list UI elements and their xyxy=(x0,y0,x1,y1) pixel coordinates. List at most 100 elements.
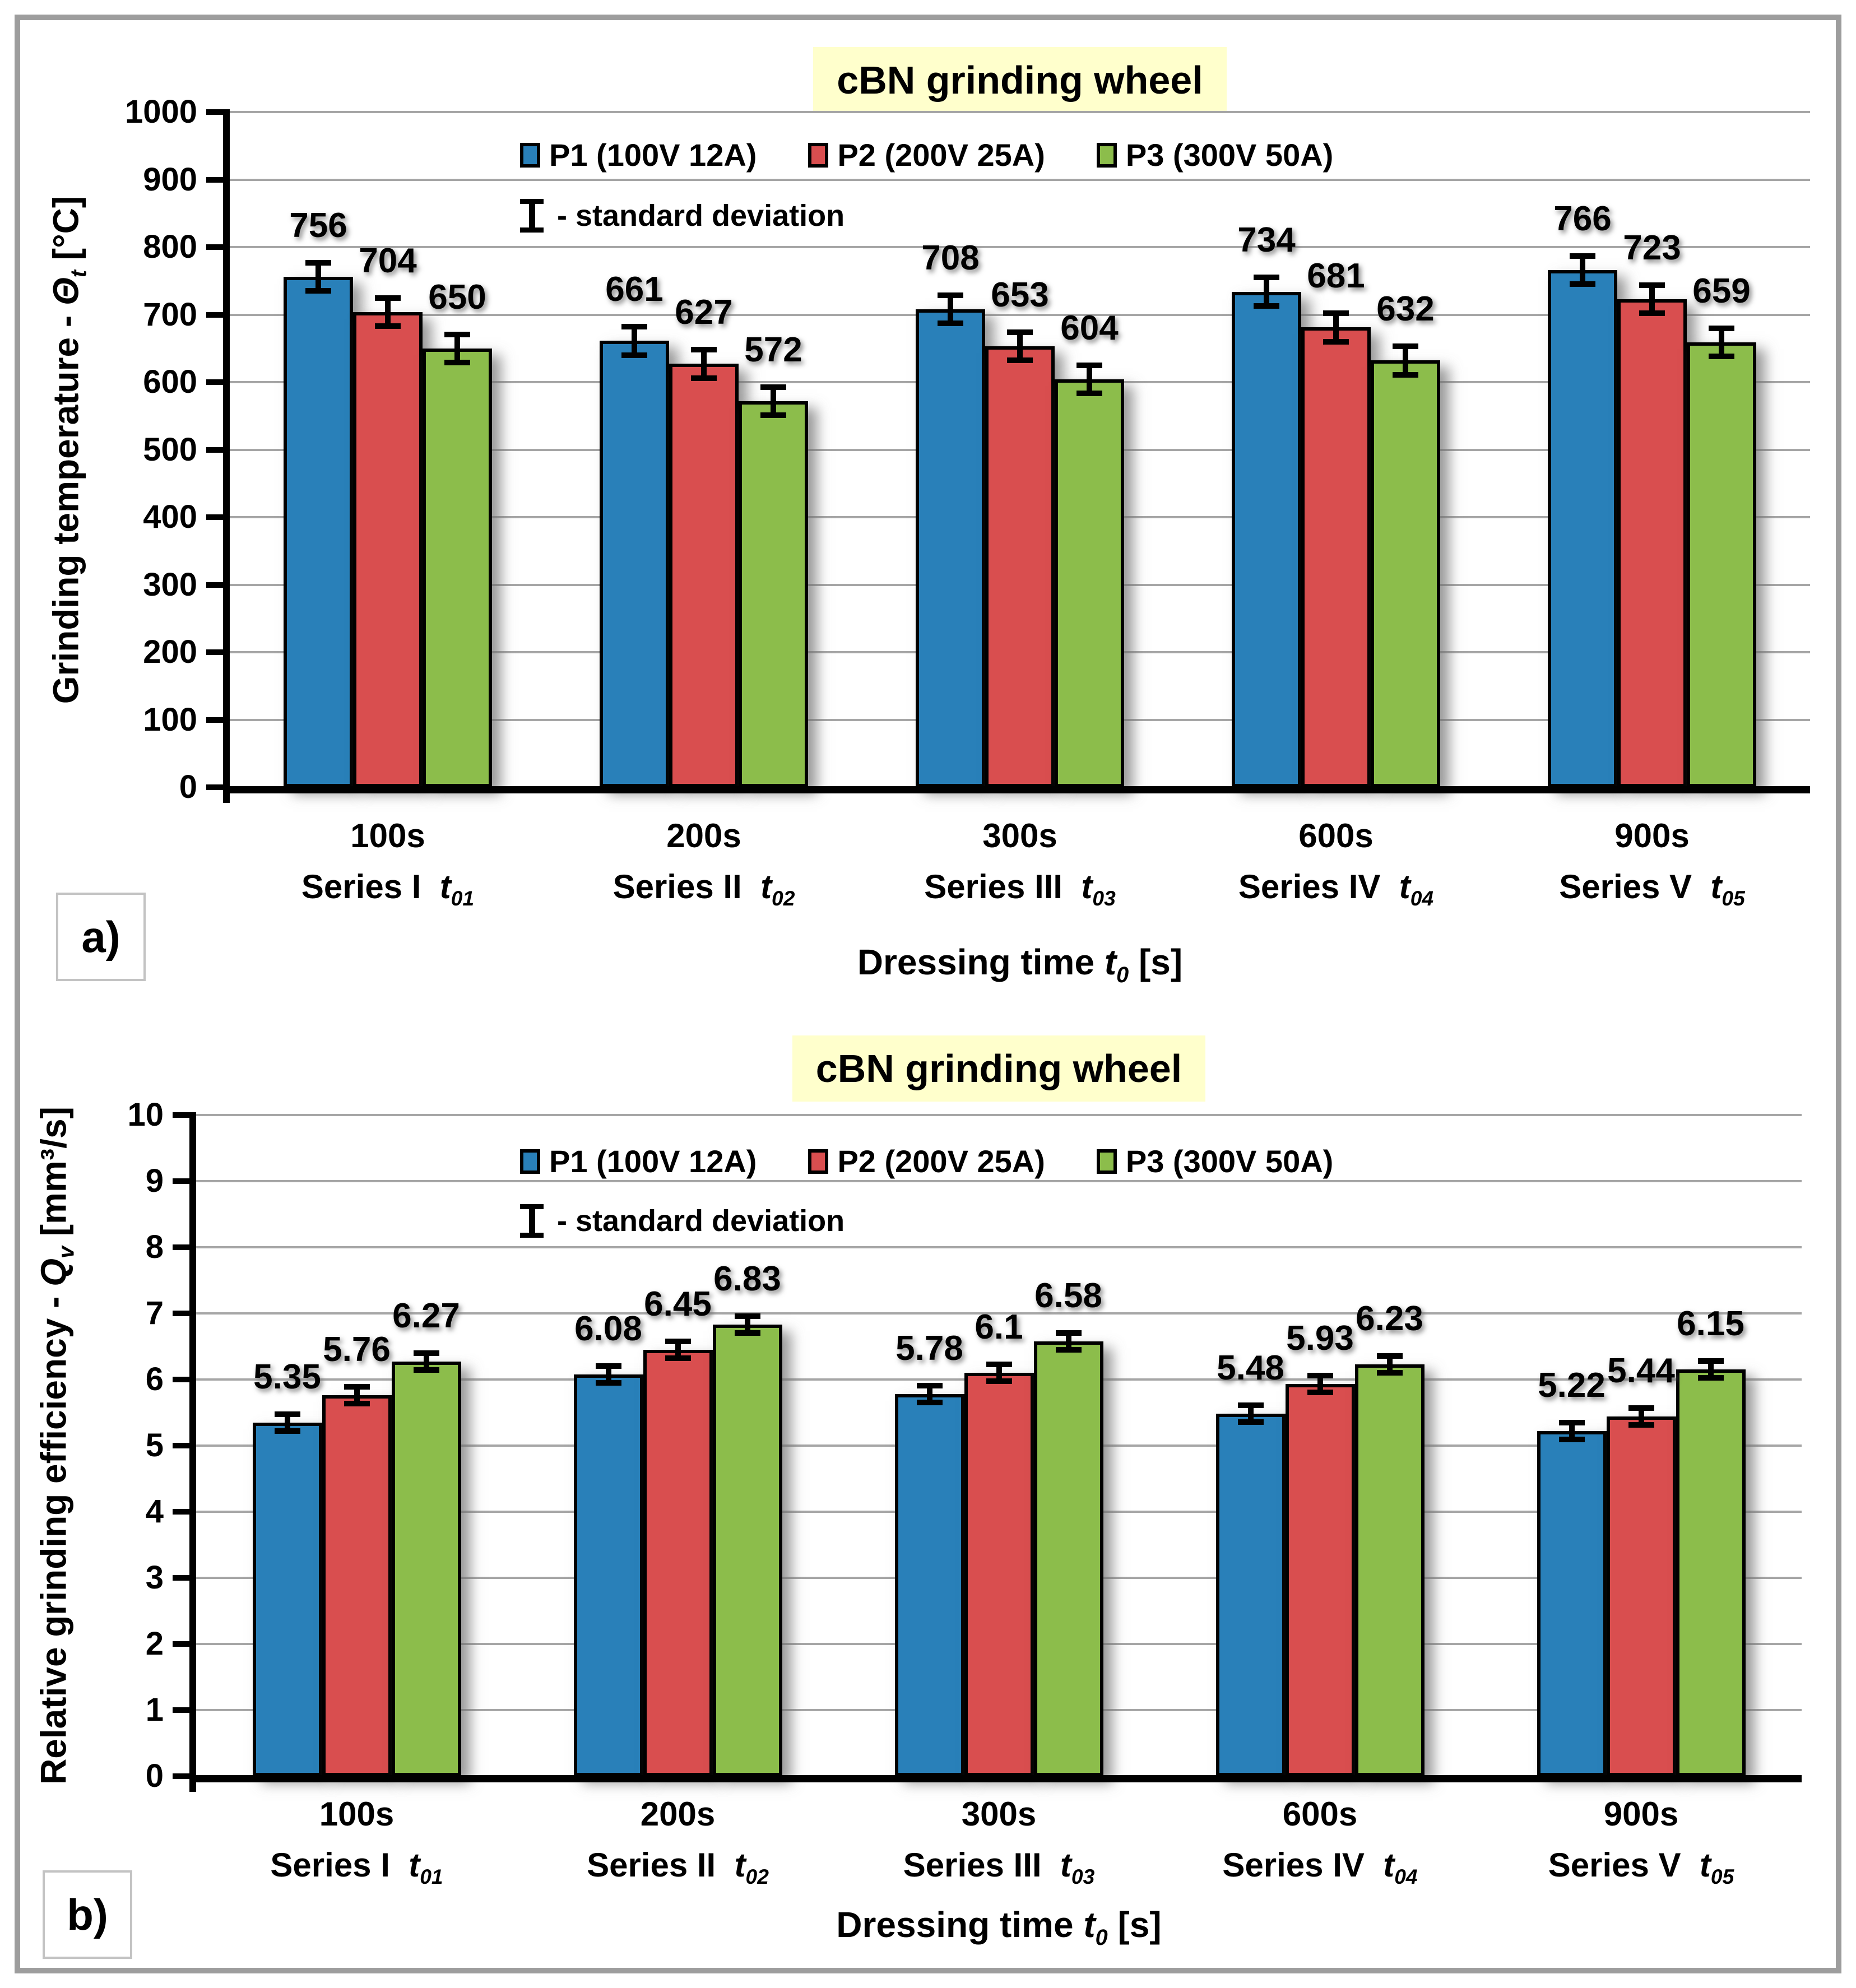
error-bar-line xyxy=(385,295,391,329)
y-tick xyxy=(206,244,230,250)
error-bar-cap xyxy=(1055,1346,1082,1353)
chart-title-row: cBN grinding wheel xyxy=(196,1035,1802,1102)
y-tick xyxy=(206,447,230,453)
error-bar-cap xyxy=(344,1384,370,1390)
error-bar xyxy=(986,1362,1012,1385)
y-tick-label: 900 xyxy=(143,161,197,198)
category-t-subscript: 03 xyxy=(1071,1865,1094,1888)
legend-swatch xyxy=(808,142,829,168)
y-tick xyxy=(173,1575,196,1581)
error-bar xyxy=(595,1363,621,1386)
bar xyxy=(423,348,492,787)
error-bar-line xyxy=(771,384,776,418)
category-t-subscript-text: 01 xyxy=(420,1865,443,1888)
error-bar-line xyxy=(1580,253,1585,287)
gridline xyxy=(230,246,1810,248)
bar xyxy=(1033,1341,1103,1776)
bar-value-label: 756 xyxy=(289,206,347,245)
x-axis-line xyxy=(223,786,1810,793)
error-bar xyxy=(1639,282,1665,316)
error-bar-line xyxy=(632,324,637,358)
category-series-name: Series II xyxy=(587,1846,735,1884)
y-tick xyxy=(206,582,230,588)
error-bar-cap xyxy=(938,320,963,326)
bar-value-label: 5.78 xyxy=(895,1329,963,1368)
error-bar-cap xyxy=(1393,343,1418,350)
error-bar-line xyxy=(284,1411,290,1434)
legend-swatch xyxy=(520,142,540,168)
category-series-name: Series III xyxy=(903,1846,1060,1884)
error-bar-cap xyxy=(916,1382,943,1388)
error-bar-cap xyxy=(938,292,963,298)
bar-value-label: 681 xyxy=(1307,257,1365,296)
error-bar-line xyxy=(1247,1402,1254,1425)
category-time-label: 900s xyxy=(1614,817,1690,854)
legend-label: P2 (200V 25A) xyxy=(837,1144,1045,1179)
category-t-subscript-text: 05 xyxy=(1722,886,1745,910)
category-series-label: Series V t05 xyxy=(1481,1846,1802,1896)
category-t-subscript-text: 02 xyxy=(745,1865,769,1888)
error-bar-cap xyxy=(1639,310,1665,316)
gridline xyxy=(230,111,1810,113)
chart-b: cBN grinding wheel Relative grinding eff… xyxy=(0,1003,1856,1973)
chart-title: cBN grinding wheel xyxy=(792,1035,1206,1102)
legend-swatch xyxy=(520,1149,540,1174)
error-bar-line xyxy=(315,259,321,294)
category-t-subscript-text: 04 xyxy=(1410,886,1434,910)
bar xyxy=(1606,1416,1676,1776)
y-tick-label: 2 xyxy=(145,1625,164,1662)
error-bar-line xyxy=(926,1382,932,1405)
bar-value-label: 632 xyxy=(1376,290,1435,329)
bar-value-label: 5.76 xyxy=(323,1330,391,1369)
y-tick-label: 5 xyxy=(145,1427,164,1464)
error-bar xyxy=(734,1313,760,1336)
legend-item: P3 (300V 50A) xyxy=(1096,137,1334,173)
error-bar-cap xyxy=(665,1355,691,1361)
category-series-label: Series IV t04 xyxy=(1178,867,1494,918)
y-tick-label: 8 xyxy=(145,1229,164,1265)
y-tick xyxy=(173,1641,196,1647)
y-tick xyxy=(206,514,230,520)
error-bar xyxy=(938,292,963,326)
error-bar xyxy=(375,295,401,329)
error-bar-line xyxy=(1065,1330,1071,1353)
error-bar-cap xyxy=(1007,357,1033,364)
y-axis-symbol-sub: t xyxy=(66,270,91,277)
gridline xyxy=(196,1246,1802,1248)
error-bar-cap xyxy=(760,384,786,390)
y-tick-label: 200 xyxy=(143,634,197,670)
chart-a: cBN grinding wheel Grinding temperature … xyxy=(46,47,1810,987)
category-t-symbol: t xyxy=(1383,1846,1395,1884)
error-bar-cap xyxy=(1077,391,1102,397)
error-bar-line xyxy=(423,1350,429,1373)
category-t-subscript-text: 05 xyxy=(1710,1865,1734,1888)
error-bar-line xyxy=(605,1363,611,1386)
legend-label: P3 (300V 50A) xyxy=(1125,137,1334,173)
error-bar-cap xyxy=(1007,329,1033,335)
error-bar-cap xyxy=(1254,303,1279,309)
bar xyxy=(600,341,669,787)
category-t-subscript: 01 xyxy=(420,1865,443,1888)
y-tick-label: 300 xyxy=(143,566,197,603)
error-bar-icon xyxy=(520,199,544,233)
category-series-label: Series V t05 xyxy=(1494,867,1810,918)
y-tick-label: 400 xyxy=(143,499,197,535)
error-bar xyxy=(916,1382,943,1405)
error-bar-cap xyxy=(734,1330,760,1336)
y-tick-label: 1000 xyxy=(124,94,197,130)
category-t-symbol: t xyxy=(409,1846,420,1884)
error-bar-cap xyxy=(1077,363,1102,369)
category-t-subscript: 02 xyxy=(772,886,795,910)
bar xyxy=(573,1374,643,1776)
error-bar-cap xyxy=(413,1367,439,1373)
category-series-label: Series II t02 xyxy=(546,867,862,918)
bar xyxy=(1548,270,1617,787)
error-bar-line xyxy=(1569,1419,1575,1443)
legend: P1 (100V 12A) P2 (200V 25A) P3 (300V 50A) xyxy=(520,1143,1333,1179)
error-bar-cap xyxy=(760,412,786,418)
y-tick-label: 3 xyxy=(145,1559,164,1596)
error-bar-line xyxy=(1317,1373,1323,1396)
error-bar-cap xyxy=(1697,1375,1724,1381)
error-bar xyxy=(344,1384,370,1407)
y-tick xyxy=(173,1443,196,1448)
